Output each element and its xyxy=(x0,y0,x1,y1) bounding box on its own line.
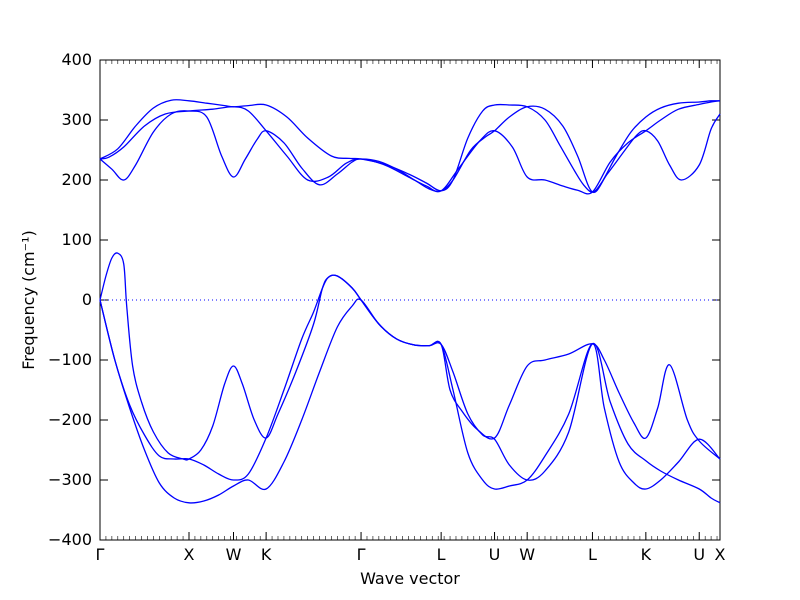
x-tick-label: X xyxy=(184,545,195,564)
series-layer xyxy=(99,99,721,504)
y-tick-label: 300 xyxy=(61,110,92,129)
x-tick-label: L xyxy=(588,545,597,564)
phonon-branch-2 xyxy=(99,105,721,194)
y-tick-label: −400 xyxy=(48,530,92,549)
y-tick-label: −200 xyxy=(48,410,92,429)
phonon-branch-3 xyxy=(99,99,721,193)
phonon-branch-6 xyxy=(99,298,721,504)
x-tick-label: L xyxy=(437,545,446,564)
x-tick-label: U xyxy=(489,545,501,564)
y-tick-label: −100 xyxy=(48,350,92,369)
x-tick-label: Γ xyxy=(357,545,366,564)
y-tick-label: 100 xyxy=(61,230,92,249)
y-tick-label: 400 xyxy=(61,50,92,69)
y-tick-label: 200 xyxy=(61,170,92,189)
x-tick-label: W xyxy=(519,545,535,564)
x-tick-label: Γ xyxy=(96,545,105,564)
y-axis: −400 −300 −200 −100 0 100 200 300 400 xyxy=(48,50,720,549)
x-tick-label: K xyxy=(641,545,652,564)
x-axis-title: Wave vector xyxy=(360,569,460,588)
x-tick-label: X xyxy=(715,545,726,564)
y-tick-label: −300 xyxy=(48,470,92,489)
y-tick-label: 0 xyxy=(82,290,92,309)
x-tick-label: K xyxy=(261,545,272,564)
x-tick-label: W xyxy=(226,545,242,564)
x-tick-label: U xyxy=(693,545,705,564)
y-axis-title: Frequency (cm⁻¹) xyxy=(19,230,38,369)
